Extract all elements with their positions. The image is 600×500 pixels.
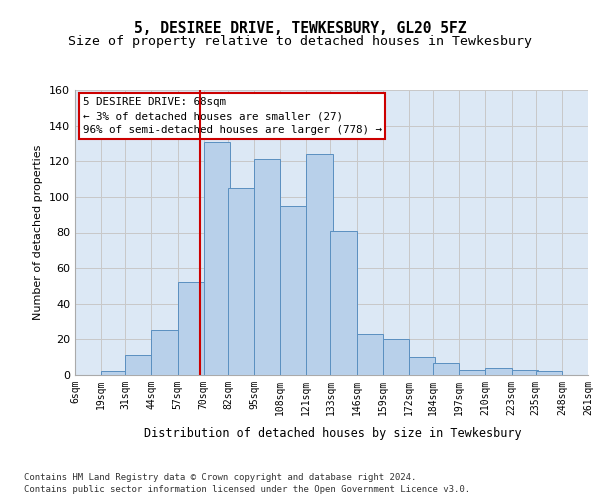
Text: Size of property relative to detached houses in Tewkesbury: Size of property relative to detached ho…	[68, 35, 532, 48]
Text: Distribution of detached houses by size in Tewkesbury: Distribution of detached houses by size …	[144, 428, 522, 440]
Bar	[101, 372, 127, 375]
Bar	[409, 357, 435, 375]
Bar	[356, 334, 383, 375]
Text: 5, DESIREE DRIVE, TEWKESBURY, GL20 5FZ: 5, DESIREE DRIVE, TEWKESBURY, GL20 5FZ	[134, 21, 466, 36]
Bar	[383, 340, 409, 375]
Text: 5 DESIREE DRIVE: 68sqm
← 3% of detached houses are smaller (27)
96% of semi-deta: 5 DESIREE DRIVE: 68sqm ← 3% of detached …	[83, 97, 382, 135]
Bar	[280, 206, 307, 375]
Bar	[307, 154, 332, 375]
Bar	[254, 160, 280, 375]
Bar	[178, 282, 204, 375]
Bar	[485, 368, 512, 375]
Bar	[331, 230, 356, 375]
Bar	[125, 356, 151, 375]
Bar	[459, 370, 485, 375]
Bar	[536, 372, 562, 375]
Text: Contains HM Land Registry data © Crown copyright and database right 2024.: Contains HM Land Registry data © Crown c…	[24, 472, 416, 482]
Bar	[228, 188, 254, 375]
Text: Contains public sector information licensed under the Open Government Licence v3: Contains public sector information licen…	[24, 485, 470, 494]
Y-axis label: Number of detached properties: Number of detached properties	[34, 145, 43, 320]
Bar	[433, 362, 459, 375]
Bar	[512, 370, 538, 375]
Bar	[204, 142, 230, 375]
Bar	[151, 330, 178, 375]
